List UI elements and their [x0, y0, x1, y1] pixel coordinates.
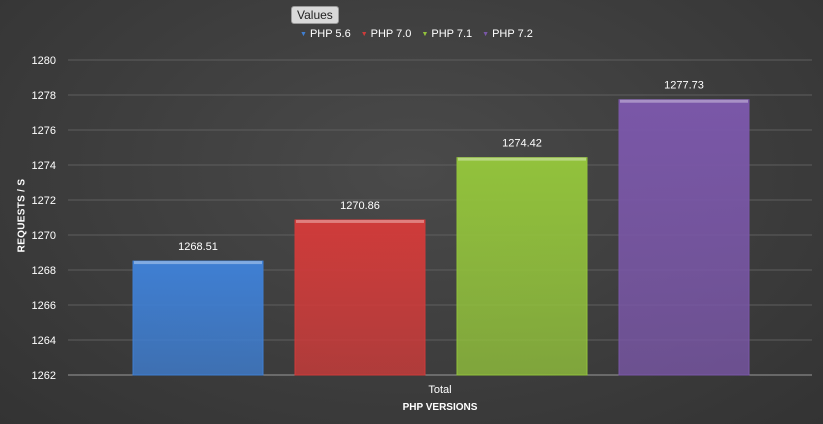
bar-php56[interactable]: [132, 260, 264, 376]
legend-marker-php70: ▼: [360, 30, 368, 38]
x-tick-labels: Total: [428, 384, 451, 396]
bar-highlight: [458, 157, 586, 161]
legend-item-php71: ▼ PHP 7.1: [421, 28, 472, 40]
y-tick-label: 1280: [32, 55, 56, 67]
bar-php72[interactable]: [618, 99, 750, 376]
y-tick-label: 1262: [32, 370, 56, 382]
bar-highlight: [134, 261, 262, 265]
y-tick-label: 1270: [32, 230, 56, 242]
data-label: 1277.73: [664, 80, 704, 92]
legend-marker-php71: ▼: [421, 30, 429, 38]
legend-label-php72: PHP 7.2: [492, 28, 533, 40]
y-tick-label: 1276: [32, 125, 56, 137]
data-labels: 1268.51 1270.86 1274.42 1277.73: [178, 80, 704, 253]
y-tick-label: 1264: [32, 335, 56, 347]
data-label: 1274.42: [502, 138, 542, 150]
y-tick-label: 1274: [32, 160, 56, 172]
legend-item-php56: ▼ PHP 5.6: [300, 28, 351, 40]
y-tick-label: 1278: [32, 90, 56, 102]
y-tick-labels: 1262 1264 1266 1268 1270 1272 1274 1276 1278 1280: [32, 55, 56, 382]
bar-php70[interactable]: [294, 219, 426, 376]
data-label: 1268.51: [178, 241, 218, 253]
legend-item-php72: ▼ PHP 7.2: [482, 28, 533, 40]
x-tick-label: Total: [428, 384, 451, 396]
legend-marker-php56: ▼: [300, 30, 307, 38]
bar-highlight: [620, 99, 748, 103]
bars: [132, 99, 750, 376]
legend-label-php70: PHP 7.0: [370, 28, 412, 40]
legend-marker-php72: ▼: [482, 30, 490, 38]
bar-php71[interactable]: [456, 157, 588, 376]
y-tick-label: 1266: [32, 300, 56, 312]
x-axis-title: PHP VERSIONS: [402, 402, 478, 413]
bar-highlight: [296, 219, 424, 223]
data-label: 1270.86: [340, 200, 380, 212]
legend-label-php56: PHP 5.6: [309, 28, 351, 40]
y-tick-label: 1268: [32, 265, 56, 277]
legend: ▼ PHP 5.6 ▼ PHP 7.0 ▼ PHP 7.1 ▼ PHP 7.2: [300, 28, 533, 40]
legend-item-php70: ▼ PHP 7.0: [361, 28, 412, 40]
legend-values-chip[interactable]: Values: [291, 6, 339, 24]
y-tick-label: 1272: [32, 195, 56, 207]
legend-label-php71: PHP 7.1: [431, 28, 473, 40]
